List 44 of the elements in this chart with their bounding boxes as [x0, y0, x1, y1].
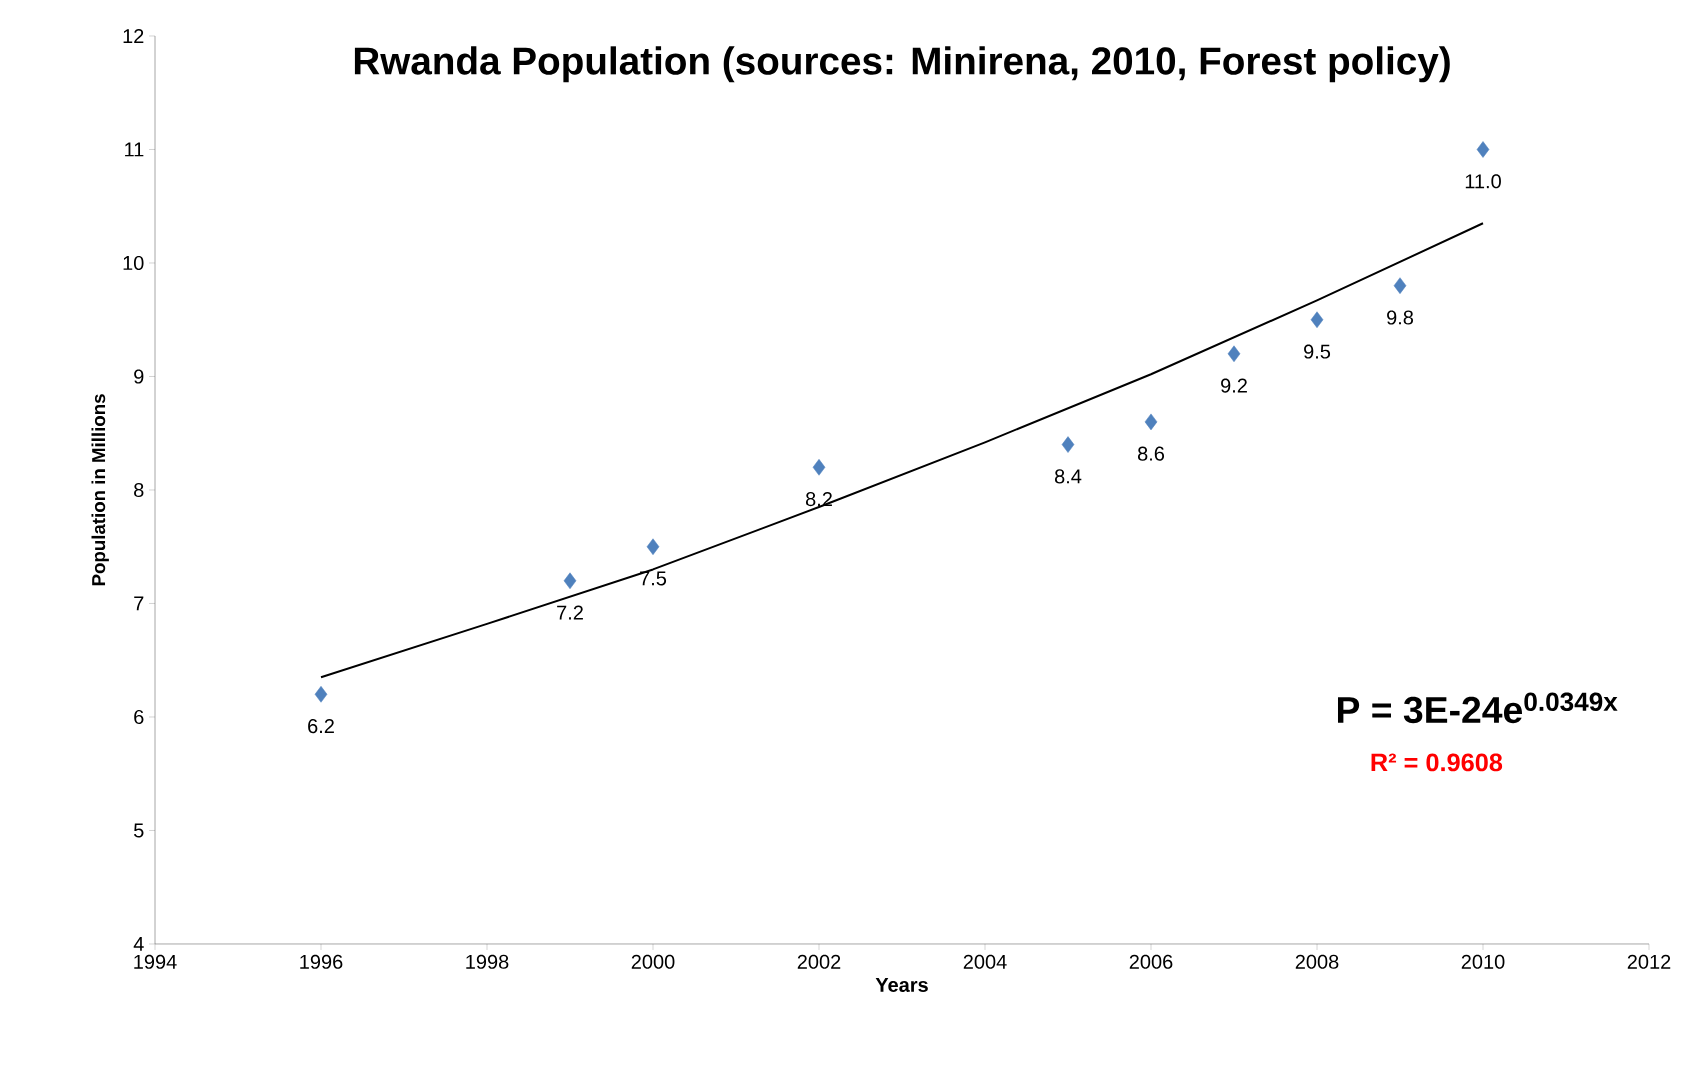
x-tick-label: 1994 [134, 954, 177, 969]
y-tick-label: 7 [134, 596, 144, 611]
y-tick-label: 4 [133, 937, 144, 951]
x-tick-label: 2004 [963, 954, 1007, 969]
point [314, 686, 328, 703]
point [1227, 345, 1241, 363]
point [646, 538, 660, 555]
annotation: R² = 0.9608 [1371, 753, 1503, 772]
x-tick-label: 2006 [1129, 954, 1173, 969]
line-series [320, 222, 1485, 679]
x-tick-label: 1998 [466, 954, 509, 969]
data-label: 11.0 [1465, 174, 1501, 189]
y-tick-label: 6 [134, 709, 144, 725]
point [812, 459, 826, 476]
x-tick-label: 2010 [1461, 954, 1505, 969]
point [563, 572, 577, 590]
data-label: 9.8 [1387, 310, 1414, 325]
y-tick-label: 11 [125, 142, 144, 157]
data-label: 8.2 [805, 491, 832, 507]
y-tick-label: 5 [134, 823, 144, 838]
x-tick-label: 2012 [1627, 954, 1671, 969]
data-label: 7.2 [557, 605, 583, 620]
x-tick-label: 2000 [631, 954, 675, 969]
point [1144, 413, 1158, 431]
x-axis-title: Years [875, 978, 928, 992]
y-tick-label: 12 [123, 29, 144, 43]
data-label: 8.4 [1054, 469, 1082, 484]
data-label: 8.6 [1137, 446, 1165, 461]
chart-title: Rwanda Population (sources: Minirena, 2010, Forest policy) [354, 46, 1450, 83]
point [1310, 311, 1324, 329]
y-tick-label: 8 [134, 482, 144, 498]
data-label: 9.5 [1304, 344, 1331, 359]
y-tick-label: 10 [123, 255, 144, 271]
x-tick-label: 2002 [797, 954, 841, 969]
annotation: P = 3E-24e$^{0.0349x}$ [1337, 692, 1618, 724]
y-axis-title: Population in Millions [91, 394, 109, 586]
data-label: 9.2 [1221, 378, 1247, 393]
point [1061, 436, 1075, 453]
point [1476, 141, 1490, 158]
data-label: 6.2 [308, 718, 334, 734]
x-tick-label: 2008 [1295, 954, 1339, 969]
y-tick-label: 9 [134, 369, 144, 384]
point [1393, 277, 1407, 294]
x-tick-label: 1996 [300, 954, 343, 969]
